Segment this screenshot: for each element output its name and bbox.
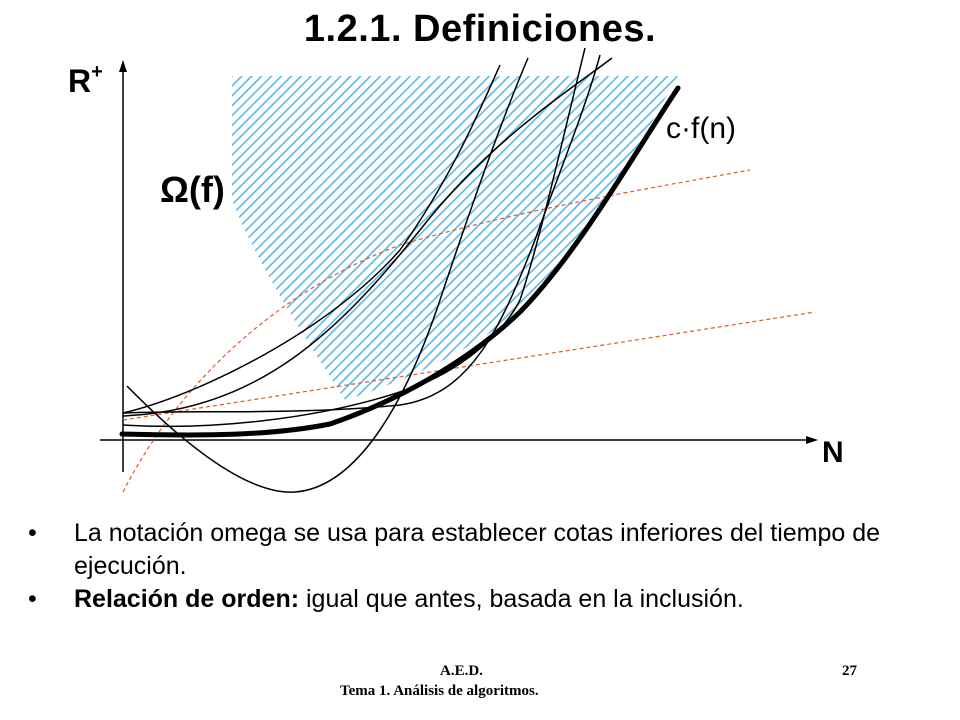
bullet-dot: • bbox=[28, 519, 37, 547]
x-axis-arrow bbox=[806, 436, 818, 444]
bullet-list: • La notación omega se usa para establec… bbox=[28, 517, 948, 616]
bullet-bold-text: Relación de orden: bbox=[74, 585, 300, 613]
curve-e bbox=[122, 54, 601, 414]
curve-c bbox=[126, 57, 529, 493]
dashed-curve-log bbox=[122, 169, 751, 493]
omega-region bbox=[232, 76, 678, 400]
y-axis-label: R+ bbox=[68, 61, 103, 99]
slide-title: 1.2.1. Definiciones. bbox=[303, 8, 657, 50]
y-axis-arrow bbox=[119, 60, 127, 72]
bullet-item: • La notación omega se usa para establec… bbox=[28, 517, 948, 583]
curve-a bbox=[122, 64, 501, 414]
footer-topic: Tema 1. Análisis de algoritmos. bbox=[340, 683, 539, 699]
bullet-item: • Relación de orden: igual que antes, ba… bbox=[28, 583, 948, 616]
page-number: 27 bbox=[842, 663, 857, 679]
bullet-text: igual que antes, basada en la inclusión. bbox=[299, 585, 744, 613]
curve-label: c·f(n) bbox=[666, 112, 736, 145]
curve-b bbox=[122, 57, 613, 417]
region-label: Ω(f) bbox=[160, 169, 225, 210]
omega-diagram: R+ N c·f(n) Ω(f) bbox=[68, 47, 844, 493]
y-axis-superscript: + bbox=[91, 61, 103, 83]
bullet-text: La notación omega se usa para establecer… bbox=[74, 519, 881, 580]
bullet-dot: • bbox=[28, 585, 37, 613]
x-axis-label: N bbox=[822, 436, 844, 469]
footer-course: A.E.D. bbox=[440, 663, 483, 679]
cfn-curve bbox=[119, 85, 681, 438]
